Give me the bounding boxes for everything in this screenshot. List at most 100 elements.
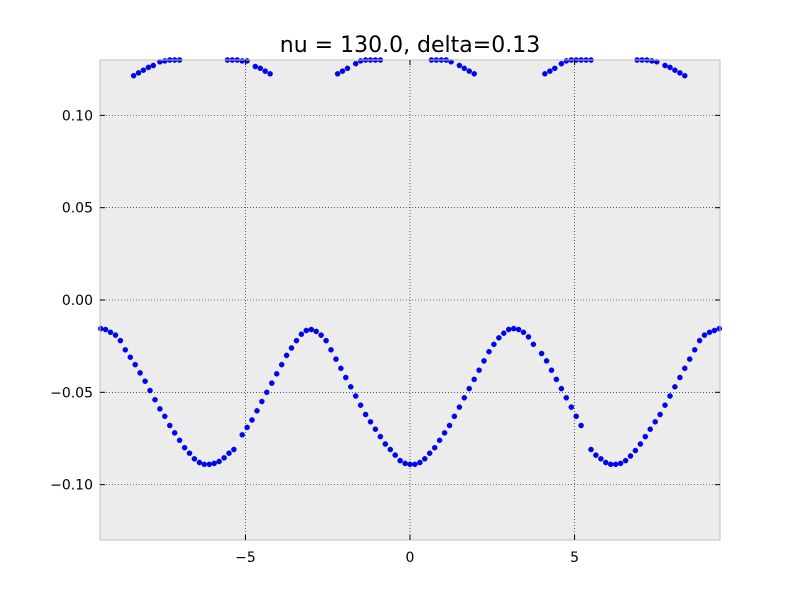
scatter-point xyxy=(431,444,438,451)
scatter-point xyxy=(191,456,198,462)
scatter-point xyxy=(696,337,703,344)
scatter-point xyxy=(672,384,678,390)
scatter-point xyxy=(542,71,548,77)
scatter-point xyxy=(313,328,319,335)
scatter-point xyxy=(221,455,227,461)
scatter-point xyxy=(162,413,168,420)
scatter-point xyxy=(612,461,619,468)
scatter-point xyxy=(328,347,334,353)
scatter-point xyxy=(352,393,359,399)
scatter-point xyxy=(142,378,148,384)
scatter-point xyxy=(362,411,369,418)
scatter-point xyxy=(145,64,152,71)
x-tick-label: 0 xyxy=(406,550,415,566)
axis-ticks: −5 0 5 −0.10 −0.05 0.00 0.05 0.10 xyxy=(50,60,720,566)
scatter-point xyxy=(598,456,604,462)
scatter-point xyxy=(333,356,339,362)
scatter-point xyxy=(357,58,364,64)
scatter-point xyxy=(672,67,678,73)
scatter-point xyxy=(357,402,364,408)
scatter-point xyxy=(682,365,688,372)
scatter-point xyxy=(157,406,163,412)
scatter-point xyxy=(617,460,624,467)
scatter-point xyxy=(249,417,255,423)
scatter-point xyxy=(530,341,537,348)
scatter-point xyxy=(505,326,512,333)
scatter-point xyxy=(520,329,527,336)
grid-lines xyxy=(100,60,720,540)
scatter-point xyxy=(662,402,668,408)
y-tick-label: 0.05 xyxy=(62,201,93,217)
scatter-point xyxy=(481,358,487,364)
scatter-point xyxy=(568,404,575,410)
scatter-point xyxy=(412,461,418,468)
x-tick-label: −5 xyxy=(235,550,256,566)
scatter-point xyxy=(112,332,119,338)
scatter-point xyxy=(461,395,468,401)
scatter-point xyxy=(293,337,300,344)
scatter-point xyxy=(573,413,579,420)
scatter-point xyxy=(466,385,472,392)
scatter-point xyxy=(563,58,570,64)
scatter-point xyxy=(662,62,668,69)
scatter-point xyxy=(127,354,134,360)
scatter-point xyxy=(254,408,260,414)
scatter-point xyxy=(525,334,532,340)
scatter-point xyxy=(446,422,453,429)
scatter-point xyxy=(491,341,497,348)
scatter-point xyxy=(456,404,463,410)
scatter-point xyxy=(647,426,653,432)
scatter-point xyxy=(171,430,178,436)
scatter-point xyxy=(588,446,594,453)
scatter-point xyxy=(387,446,394,453)
scatter-point xyxy=(257,65,264,72)
scatter-point xyxy=(211,460,217,467)
scatter-point xyxy=(436,437,443,444)
scatter-point xyxy=(283,352,290,359)
scatter-point xyxy=(122,347,129,353)
scatter-point xyxy=(186,450,193,456)
scatter-point xyxy=(216,458,222,465)
scatter-point xyxy=(334,71,341,77)
scatter-point xyxy=(132,361,138,368)
scatter-point xyxy=(147,387,153,394)
scatter-point xyxy=(667,64,673,71)
scatter-point xyxy=(130,72,137,79)
scatter-point xyxy=(372,426,379,432)
scatter-point xyxy=(451,413,458,420)
scatter-point xyxy=(706,329,713,336)
scatter-point xyxy=(278,361,285,368)
scatter-point xyxy=(269,380,275,386)
scatter-point xyxy=(407,461,413,468)
scatter-point xyxy=(117,337,124,344)
scatter-point xyxy=(273,371,280,377)
scatter-point xyxy=(135,70,142,76)
scatter-point xyxy=(244,424,250,431)
scatter-point xyxy=(547,68,553,74)
scatter-point xyxy=(543,358,550,364)
scatter-point xyxy=(231,446,237,453)
scatter-point xyxy=(150,62,157,69)
scatter-point xyxy=(323,337,329,344)
scatter-point xyxy=(308,326,315,333)
scatter-point xyxy=(553,376,560,383)
scatter-point xyxy=(382,441,389,447)
scatter-point xyxy=(162,58,168,64)
scatter-point xyxy=(496,335,502,341)
scatter-point xyxy=(367,419,374,425)
scatter-point xyxy=(107,329,114,336)
scatter-point xyxy=(622,457,629,464)
scatter-point xyxy=(558,60,565,67)
scatter-point xyxy=(486,348,492,355)
scatter-point xyxy=(686,356,693,362)
scatter-point xyxy=(392,452,398,458)
scatter-point xyxy=(137,370,143,376)
scatter-point xyxy=(552,65,558,72)
scatter-point xyxy=(262,68,268,74)
scatter-point xyxy=(267,71,273,77)
y-tick-label: −0.10 xyxy=(50,478,93,494)
scatter-point xyxy=(152,396,158,403)
scatter-point xyxy=(607,461,614,468)
scatter-point xyxy=(140,67,147,73)
